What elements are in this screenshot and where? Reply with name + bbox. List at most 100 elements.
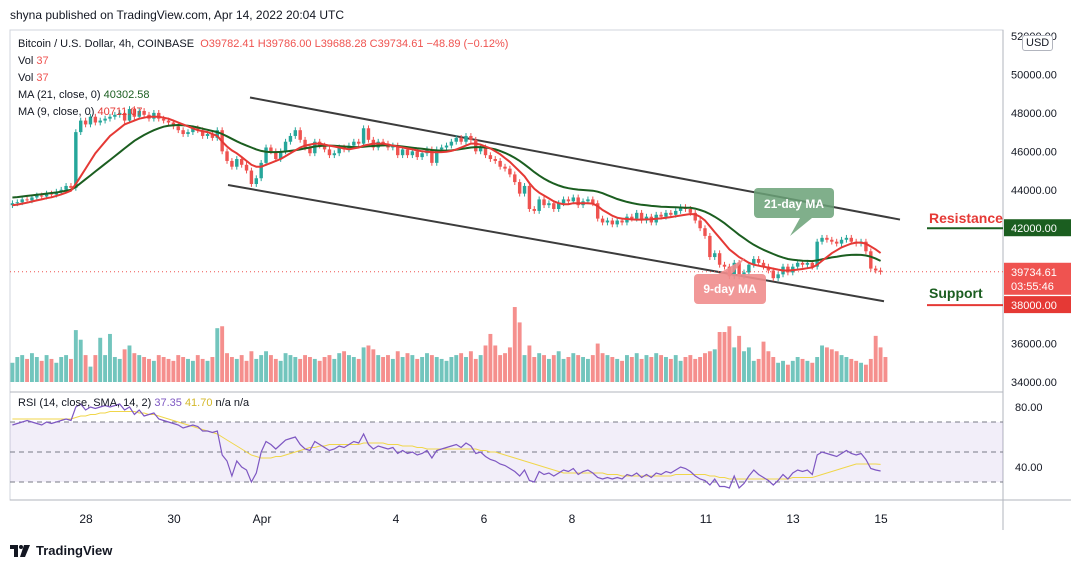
volume-bar: [595, 343, 600, 382]
volume-bar: [605, 355, 610, 382]
volume-bar: [551, 355, 556, 382]
volume-bar: [337, 353, 342, 382]
volume-bar: [10, 362, 15, 382]
candle-body: [35, 195, 39, 198]
volume-bar: [307, 357, 312, 382]
candle-body: [634, 212, 639, 219]
volume-bar: [386, 355, 390, 382]
candle-body: [849, 237, 854, 242]
candle-body: [517, 182, 522, 194]
volume-bar: [678, 360, 683, 382]
vol-value: 37: [36, 72, 49, 84]
candle-body: [571, 197, 576, 202]
legend-ma21-row: MA (21, close, 0) 40302.58: [18, 87, 508, 104]
candle-body: [239, 159, 244, 165]
candle-body: [674, 210, 678, 215]
candle-body: [503, 166, 507, 169]
time-axis-label: 30: [167, 512, 181, 526]
candle-body: [25, 199, 29, 201]
volume-bar: [468, 351, 473, 382]
volume-bar: [615, 358, 620, 382]
volume-bar: [98, 337, 103, 382]
volume-bar: [444, 360, 449, 382]
volume-bar: [278, 360, 283, 382]
candle-body: [332, 153, 337, 156]
support-label: Support: [929, 285, 983, 301]
candle-body: [576, 197, 580, 206]
candle-body: [410, 151, 415, 156]
candle-body: [469, 135, 473, 140]
volume-bar: [673, 355, 678, 382]
candle-body: [396, 145, 400, 156]
volume-bar: [478, 355, 483, 382]
volume-bar: [327, 355, 332, 382]
candle-body: [795, 262, 800, 267]
currency-selector[interactable]: USD: [1022, 35, 1054, 51]
candle-body: [20, 199, 24, 203]
candle-body: [864, 241, 868, 252]
volume-bar: [425, 353, 429, 382]
candle-body: [444, 145, 449, 148]
volume-bar: [103, 355, 108, 382]
volume-bar: [78, 339, 83, 382]
volume-bar: [15, 357, 20, 382]
volume-bar: [69, 358, 73, 382]
volume-bar: [200, 358, 205, 382]
candle-body: [93, 116, 98, 123]
candle-body: [703, 228, 707, 236]
candle-body: [435, 149, 439, 163]
volume-bar: [166, 358, 171, 382]
volume-bar: [488, 333, 493, 382]
volume-bar: [639, 358, 644, 382]
volume-bar: [503, 353, 507, 382]
resistance-price-text: 42000.00: [1011, 223, 1057, 235]
resistance-label: Resistance: [929, 210, 1003, 226]
candle-body: [586, 199, 590, 202]
volume-bar: [381, 357, 386, 382]
volume-bar: [829, 349, 834, 382]
price-axis-label: 44000.00: [1011, 185, 1057, 197]
candle-body: [230, 160, 234, 167]
candle-body: [142, 110, 146, 115]
candle-body: [478, 147, 483, 152]
volume-bar: [498, 355, 503, 382]
candle-body: [352, 141, 356, 146]
ma21-callout-pointer: [790, 218, 812, 236]
volume-bar: [342, 351, 347, 382]
volume-bar: [356, 358, 361, 382]
ma21-callout: [754, 188, 834, 218]
volume-bar: [771, 357, 776, 382]
candle-body: [259, 162, 263, 179]
candle-body: [191, 128, 195, 133]
volume-bar: [264, 351, 268, 382]
volume-bar: [790, 360, 795, 382]
volume-bar: [522, 355, 527, 382]
candle-body: [88, 116, 93, 125]
candle-body: [420, 153, 424, 158]
candle-body: [337, 147, 341, 154]
volume-bar: [171, 360, 176, 382]
volume-bar: [464, 357, 468, 382]
candle-body: [49, 193, 54, 195]
volume-bar: [210, 357, 215, 382]
candle-body: [474, 139, 478, 152]
channel-lower-line: [227, 183, 885, 303]
candle-body: [30, 197, 34, 201]
volume-bar: [132, 353, 137, 382]
volume-bar: [625, 355, 629, 382]
volume-bar: [186, 358, 190, 382]
legend-ma9-row: MA (9, close, 0) 40711.07: [18, 104, 508, 121]
volume-bar: [878, 347, 883, 382]
volume-bar: [717, 332, 722, 382]
volume-bar: [108, 333, 112, 382]
candle-body: [878, 270, 883, 272]
volume-bar: [644, 355, 649, 382]
volume-bar: [49, 358, 54, 382]
volume-bar: [820, 345, 824, 382]
volume-bar: [654, 353, 659, 382]
candle-body: [269, 147, 273, 152]
volume-bar: [727, 326, 732, 382]
volume-bar: [127, 345, 132, 382]
volume-bar: [239, 355, 244, 382]
legend-symbol-row: Bitcoin / U.S. Dollar, 4h, COINBASE O397…: [18, 36, 508, 53]
